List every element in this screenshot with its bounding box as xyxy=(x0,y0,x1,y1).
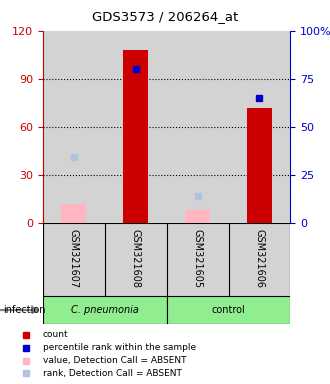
Bar xyxy=(247,108,272,223)
Text: GSM321605: GSM321605 xyxy=(193,228,203,288)
Text: GDS3573 / 206264_at: GDS3573 / 206264_at xyxy=(92,10,238,23)
Text: percentile rank within the sample: percentile rank within the sample xyxy=(43,343,196,352)
Text: GSM321606: GSM321606 xyxy=(254,228,264,288)
Bar xyxy=(61,204,86,223)
Text: GSM321608: GSM321608 xyxy=(131,228,141,288)
Bar xyxy=(123,50,148,223)
Text: control: control xyxy=(212,305,246,315)
FancyBboxPatch shape xyxy=(43,296,167,324)
FancyBboxPatch shape xyxy=(167,296,290,324)
Text: value, Detection Call = ABSENT: value, Detection Call = ABSENT xyxy=(43,356,186,365)
Text: C. pneumonia: C. pneumonia xyxy=(71,305,139,315)
Bar xyxy=(185,210,210,223)
Text: infection: infection xyxy=(3,305,46,315)
Text: rank, Detection Call = ABSENT: rank, Detection Call = ABSENT xyxy=(43,369,182,378)
Text: GSM321607: GSM321607 xyxy=(69,228,79,288)
Text: count: count xyxy=(43,330,69,339)
